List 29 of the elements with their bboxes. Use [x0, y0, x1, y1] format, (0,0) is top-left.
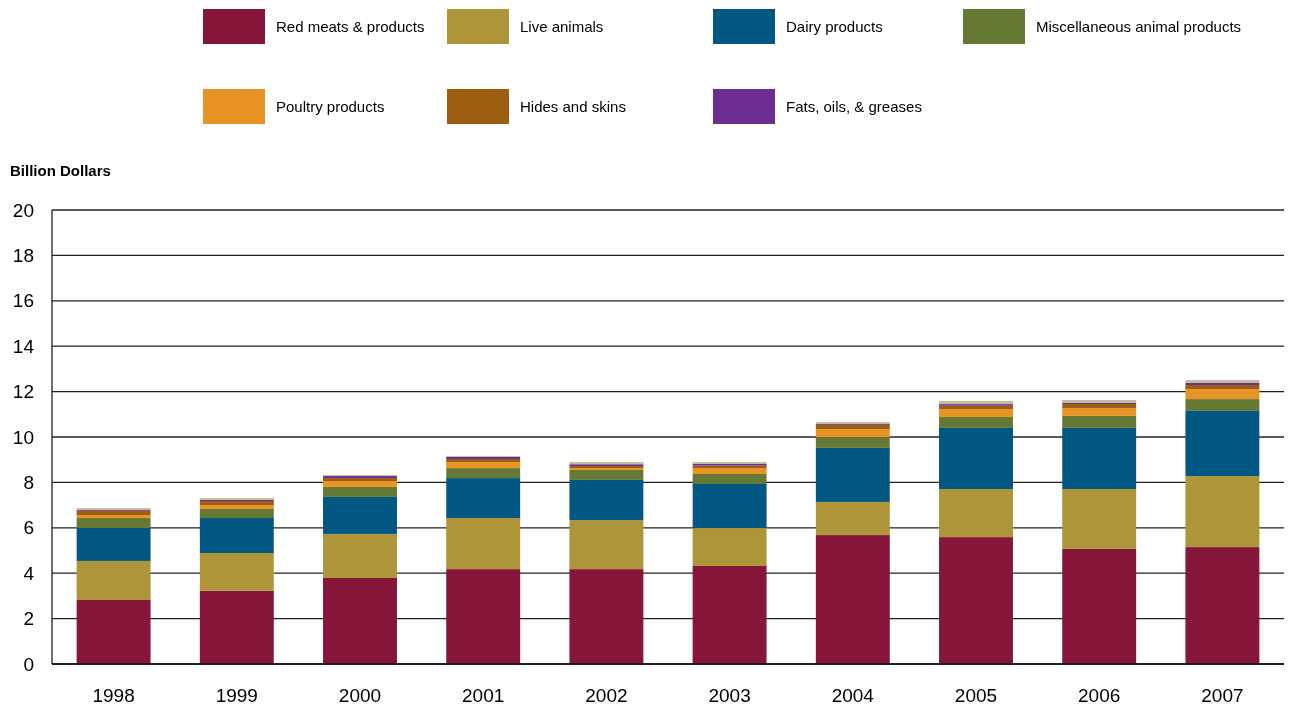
legend-label: Hides and skins — [520, 98, 626, 115]
x-tick-label: 2003 — [708, 685, 751, 706]
legend-label: Live animals — [520, 18, 604, 35]
x-tick-label: 2001 — [462, 685, 505, 706]
y-tick-label: 0 — [23, 653, 34, 675]
legend-label: Fats, oils, & greases — [786, 98, 922, 115]
y-tick-label: 6 — [23, 517, 34, 539]
x-tick-label: 1998 — [92, 685, 135, 706]
x-tick-label: 2004 — [831, 685, 875, 706]
y-axis-title: Billion Dollars — [10, 162, 111, 179]
y-tick-label: 12 — [12, 381, 34, 403]
y-tick-label: 16 — [12, 290, 34, 312]
x-tick-label: 2007 — [1201, 685, 1244, 706]
legend-label: Miscellaneous animal products — [1036, 18, 1242, 35]
y-tick-label: 18 — [12, 245, 34, 267]
x-tick-label: 2006 — [1078, 685, 1121, 706]
legend-label: Dairy products — [786, 18, 883, 35]
legend-label: Red meats & products — [276, 18, 425, 35]
y-tick-label: 2 — [23, 608, 34, 630]
x-tick-label: 2000 — [338, 685, 382, 706]
x-tick-label: 2002 — [585, 685, 628, 706]
y-tick-label: 10 — [12, 426, 34, 448]
y-tick-label: 20 — [12, 199, 34, 221]
x-tick-label: 1999 — [215, 685, 258, 706]
y-tick-label: 4 — [23, 562, 35, 584]
y-tick-label: 8 — [23, 472, 34, 494]
x-tick-label: 2005 — [954, 685, 998, 706]
legend-label: Poultry products — [276, 98, 385, 115]
y-tick-label: 14 — [12, 335, 35, 357]
